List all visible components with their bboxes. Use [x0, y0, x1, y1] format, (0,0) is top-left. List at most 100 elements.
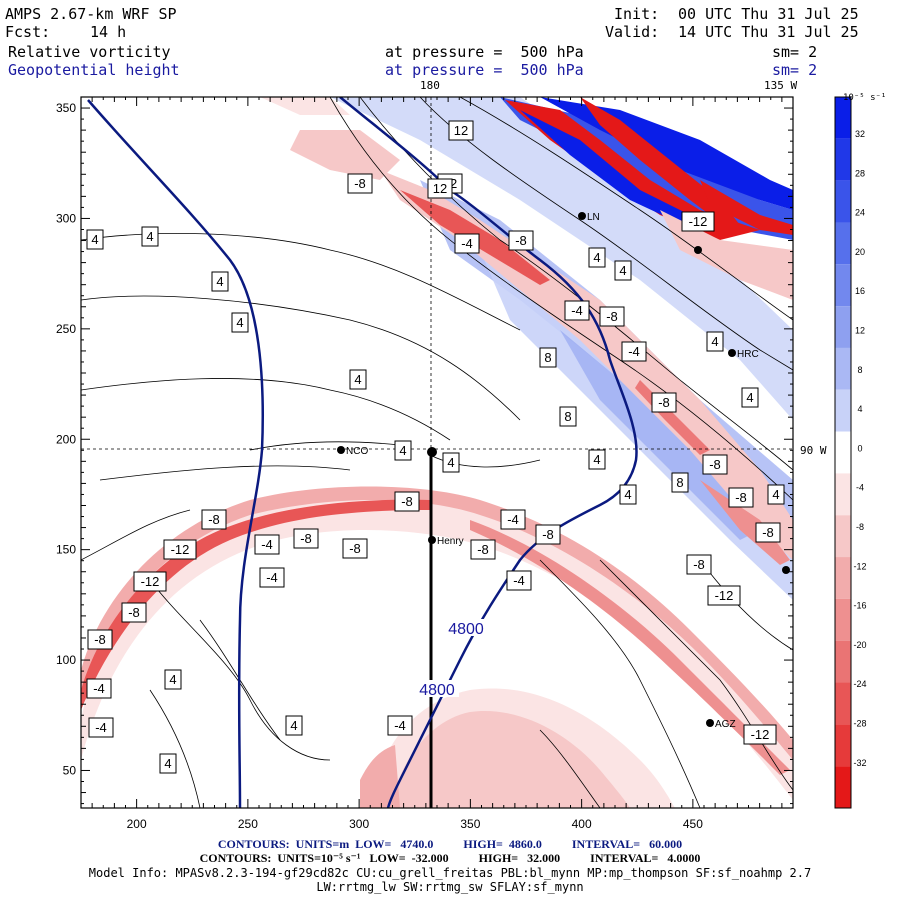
svg-text:4: 4: [146, 229, 153, 244]
colorbar-swatch: [835, 682, 851, 725]
forecast-hours: 14 h: [90, 23, 127, 41]
vorticity-contour-label: -8: [728, 487, 754, 508]
svg-text:-12: -12: [171, 542, 190, 557]
footer-model-info: Model Info: MPASv8.2.3-194-gf29cd82c CU:…: [88, 866, 812, 880]
vorticity-contour-label: -12: [133, 571, 167, 592]
svg-text:-8: -8: [693, 557, 705, 572]
height-contour-label: 4800: [419, 682, 455, 699]
svg-text:8: 8: [544, 350, 551, 365]
vorticity-contour-label: -4: [621, 341, 647, 362]
vorticity-contour-label: 4: [141, 226, 159, 247]
vorticity-contour-label: 4: [741, 387, 759, 408]
svg-text:-4: -4: [394, 718, 406, 733]
svg-text:-4: -4: [628, 344, 640, 359]
colorbar-swatch: [835, 473, 851, 516]
colorbar-swatch: [835, 138, 851, 181]
vorticity-contour-label: 4: [767, 484, 785, 505]
colorbar-swatch: [835, 347, 851, 390]
x-tick-label: 350: [460, 817, 480, 831]
svg-text:LN: LN: [587, 212, 600, 223]
model-title: AMPS 2.67-km WRF SP: [5, 5, 177, 23]
colorbar-label: -8: [856, 522, 864, 532]
svg-text:-8: -8: [128, 605, 140, 620]
vorticity-contour-label: 12: [427, 178, 453, 199]
footer-physics-info: LW:rrtmg_lw SW:rrtmg_sw SFLAY:sf_mynn: [316, 880, 584, 894]
colorbar-label: -32: [853, 758, 866, 768]
vorticity-contour-label: 4: [159, 753, 177, 774]
colorbar-label: 0: [857, 443, 862, 453]
vorticity-contour-label: -8: [121, 602, 147, 623]
colorbar-swatch: [835, 180, 851, 223]
vorticity-contour-label: 8: [671, 472, 689, 493]
x-tick-label: 250: [238, 817, 258, 831]
svg-text:-4: -4: [507, 512, 519, 527]
vorticity-contour-label: -8: [651, 392, 677, 413]
svg-text:AGZ: AGZ: [715, 719, 736, 730]
vorticity-contour-label: -8: [686, 554, 712, 575]
colorbar-label: -20: [853, 640, 866, 650]
station-marker: LN: [578, 212, 600, 223]
colorbar-swatch: [835, 431, 851, 474]
svg-text:-4: -4: [261, 537, 273, 552]
vorticity-shading: [81, 97, 793, 808]
init-label: Init:: [614, 5, 660, 23]
forecast-label: Fcst:: [5, 23, 51, 41]
x-tick-label: 300: [349, 817, 369, 831]
lon-180-label: 180: [420, 79, 440, 92]
y-tick-label: 350: [56, 101, 76, 115]
vorticity-contour-label: -12: [707, 585, 741, 606]
station-marker: HRC: [728, 349, 759, 360]
svg-text:-8: -8: [542, 527, 554, 542]
svg-text:12: 12: [433, 181, 447, 196]
vorticity-contour-label: 4: [285, 715, 303, 736]
field2-level: at pressure = 500 hPa: [385, 61, 584, 79]
svg-text:-4: -4: [461, 236, 473, 251]
svg-text:-8: -8: [762, 525, 774, 540]
vorticity-contour-label: -8: [535, 524, 561, 545]
svg-text:8: 8: [676, 475, 683, 490]
footer-vorticity-contours: CONTOURS: UNITS=10⁻⁵ s⁻¹ LOW= -32.000 HI…: [199, 851, 701, 865]
svg-text:4: 4: [216, 274, 223, 289]
svg-text:-8: -8: [401, 494, 413, 509]
colorbar-swatch: [835, 222, 851, 265]
x-tick-label: 200: [127, 817, 147, 831]
svg-text:-8: -8: [515, 233, 527, 248]
colorbar-swatch: [835, 766, 851, 808]
colorbar-label: 24: [855, 208, 865, 218]
svg-text:-8: -8: [477, 542, 489, 557]
svg-text:-8: -8: [94, 632, 106, 647]
colorbar-label: -12: [853, 561, 866, 571]
svg-text:4: 4: [772, 487, 779, 502]
colorbar-label: 28: [855, 168, 865, 178]
y-tick-label: 250: [56, 322, 76, 336]
svg-text:-8: -8: [354, 176, 366, 191]
vorticity-contour-label: -8: [394, 491, 420, 512]
vorticity-contour-label: -8: [702, 454, 728, 475]
svg-text:-12: -12: [689, 214, 708, 229]
init-time: 00 UTC Thu 31 Jul 25: [678, 5, 859, 23]
svg-text:4: 4: [354, 372, 361, 387]
svg-text:4: 4: [711, 334, 718, 349]
vorticity-contour-label: 4: [706, 331, 724, 352]
colorbar-swatch: [835, 264, 851, 307]
vorticity-contour-label: 8: [559, 406, 577, 427]
vorticity-contour-label: -4: [564, 300, 590, 321]
svg-text:4: 4: [164, 756, 171, 771]
colorbar-label: -24: [853, 679, 866, 689]
vorticity-contour-label: 4: [614, 260, 632, 281]
svg-text:-12: -12: [141, 574, 160, 589]
vorticity-contour-label: 4: [231, 312, 249, 333]
lon-90w-label: 90 W: [800, 444, 827, 457]
colorbar-swatch: [835, 598, 851, 641]
vorticity-contour-label: 4: [588, 247, 606, 268]
vorticity-contour-label: -8: [508, 230, 534, 251]
field2-name: Geopotential height: [8, 61, 180, 79]
field1-name: Relative vorticity: [8, 43, 171, 61]
colorbar-swatch: [835, 724, 851, 767]
lon-135w-label: 135 W: [764, 79, 798, 92]
x-tick-label: 450: [683, 817, 703, 831]
vorticity-contour-label: -8: [201, 509, 227, 530]
vorticity-contour-label: 4: [211, 271, 229, 292]
svg-text:4: 4: [619, 263, 626, 278]
